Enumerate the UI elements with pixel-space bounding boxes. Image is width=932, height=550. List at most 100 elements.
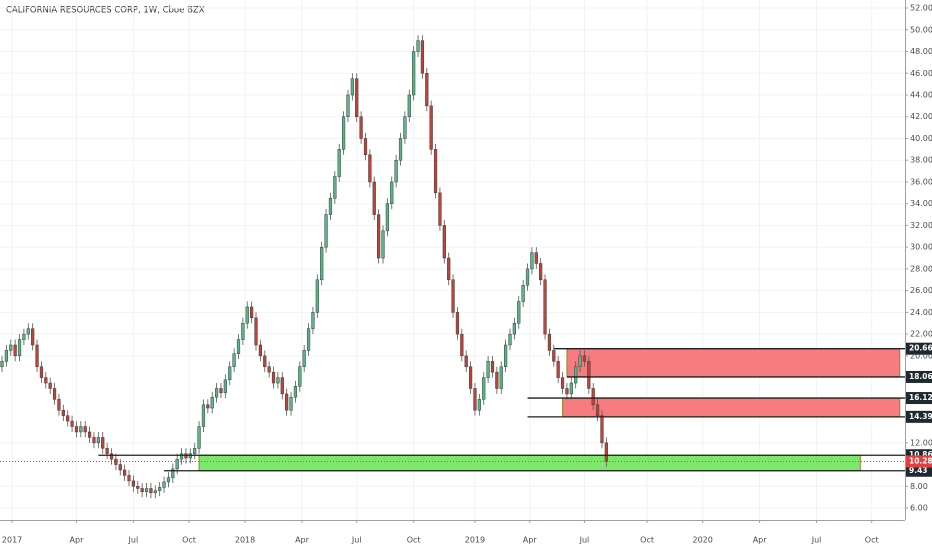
- y-tick-label: 52.00: [910, 4, 932, 13]
- y-tick-label: 34.00: [910, 199, 932, 208]
- y-tick-label: 24.00: [910, 308, 932, 317]
- zone: [198, 454, 861, 472]
- candle-body: [368, 154, 372, 183]
- y-tick-label: 36.00: [910, 177, 932, 186]
- zone: [566, 348, 901, 378]
- candle-body: [324, 214, 328, 248]
- y-tick-label: 50.00: [910, 25, 932, 34]
- candle-body: [372, 181, 376, 215]
- x-tick-label: Jul: [579, 536, 590, 545]
- candle-body: [298, 366, 302, 387]
- candle-body: [560, 377, 565, 389]
- last-price-bg: [906, 455, 932, 468]
- y-tick-label: 8.00: [910, 482, 928, 491]
- candle-body: [140, 488, 144, 492]
- candle-body: [455, 312, 460, 335]
- candle-body: [504, 344, 508, 367]
- y-tick-label: 20.00: [910, 351, 932, 360]
- candle-body: [346, 94, 350, 117]
- candle-body: [482, 377, 486, 400]
- x-tick-label: 2017: [2, 536, 22, 545]
- candle-body: [26, 328, 30, 335]
- x-tick-label: Apr: [753, 536, 768, 545]
- candle-body: [306, 328, 311, 351]
- candle-body: [582, 355, 587, 362]
- candle-body: [197, 426, 201, 449]
- level-label-bg: [906, 342, 932, 355]
- level-label-bg: [906, 370, 932, 383]
- candle-body: [337, 149, 341, 177]
- level-label-bg: [906, 464, 932, 477]
- candle-body: [512, 323, 516, 335]
- candle-body: [214, 388, 219, 398]
- candle-body: [355, 78, 359, 117]
- candle-body: [517, 301, 521, 324]
- candle-body: [162, 481, 166, 488]
- level-label: 18.06: [909, 372, 932, 381]
- level-label: 9.43: [909, 466, 928, 475]
- candle-body: [219, 388, 223, 394]
- candle-body: [271, 371, 276, 384]
- candle-body: [92, 437, 96, 444]
- candle-body: [333, 176, 337, 199]
- candle-body: [315, 279, 319, 313]
- candle-body: [236, 339, 241, 354]
- x-tick-label: Apr: [295, 536, 310, 545]
- candle-body: [70, 420, 74, 427]
- candle-body: [320, 246, 324, 281]
- x-tick-label: Jul: [351, 536, 362, 545]
- candle-body: [9, 344, 13, 351]
- candle-body: [521, 284, 525, 302]
- candle-body: [569, 382, 573, 395]
- candle-body: [293, 386, 298, 398]
- candle-body: [328, 198, 333, 215]
- candle-body: [83, 426, 87, 433]
- candle-body: [48, 382, 52, 389]
- y-tick-label: 26.00: [910, 286, 932, 295]
- y-tick-label: 30.00: [910, 243, 932, 252]
- candle-body: [350, 78, 354, 96]
- level-label-bg: [906, 410, 932, 423]
- level-label: 10.86: [909, 450, 932, 459]
- y-tick-label: 32.00: [910, 221, 932, 230]
- candle-body: [17, 339, 22, 357]
- candle-body: [525, 268, 530, 286]
- candle-body: [201, 404, 206, 427]
- candle-body: [232, 353, 236, 367]
- candle-body: [166, 477, 171, 483]
- candle-body: [149, 488, 153, 494]
- candle-body: [96, 437, 100, 444]
- candle-body: [438, 192, 442, 226]
- candle-body: [425, 73, 429, 107]
- candle-body: [74, 426, 79, 433]
- candle-body: [184, 453, 188, 459]
- candle-body: [175, 458, 179, 470]
- y-tick-label: 6.00: [910, 504, 928, 513]
- candle-body: [420, 40, 425, 74]
- candle-body: [22, 333, 26, 340]
- candle-body: [565, 388, 569, 395]
- candle-body: [390, 181, 394, 204]
- y-tick-label: 28.00: [910, 264, 932, 273]
- candle-body: [534, 252, 538, 264]
- candle-body: [547, 333, 552, 351]
- candle-body: [188, 453, 192, 459]
- candle-body: [131, 480, 135, 487]
- candle-body: [39, 366, 44, 378]
- y-tick-label: 46.00: [910, 69, 932, 78]
- candle-body: [245, 306, 249, 324]
- x-tick-label: Oct: [865, 536, 879, 545]
- candle-body: [433, 149, 438, 194]
- candle-body: [158, 487, 162, 491]
- candle-body: [101, 437, 105, 449]
- candle-body: [254, 317, 258, 346]
- y-tick-label: 44.00: [910, 91, 932, 100]
- x-tick-label: Jul: [128, 536, 139, 545]
- candle-body: [223, 379, 227, 394]
- candle-body: [552, 350, 556, 362]
- level-label-bg: [906, 392, 932, 405]
- x-tick-label: Apr: [523, 536, 538, 545]
- x-tick-label: Jul: [811, 536, 822, 545]
- x-tick-label: 2020: [693, 536, 713, 545]
- candle-body: [578, 355, 582, 367]
